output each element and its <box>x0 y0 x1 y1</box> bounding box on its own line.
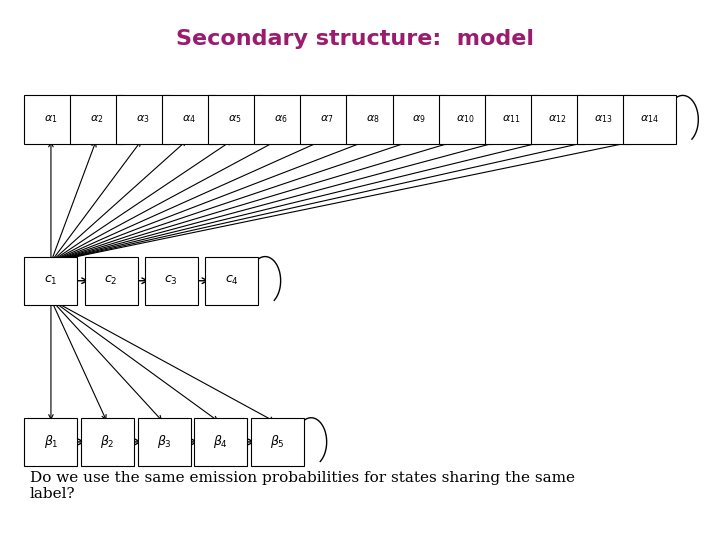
FancyBboxPatch shape <box>531 96 584 144</box>
Text: $α_{11}$: $α_{11}$ <box>502 114 521 125</box>
FancyBboxPatch shape <box>81 418 134 466</box>
FancyBboxPatch shape <box>117 96 169 144</box>
FancyBboxPatch shape <box>145 256 198 305</box>
FancyBboxPatch shape <box>24 96 78 144</box>
FancyBboxPatch shape <box>485 96 538 144</box>
FancyBboxPatch shape <box>577 96 630 144</box>
FancyBboxPatch shape <box>346 96 400 144</box>
FancyBboxPatch shape <box>623 96 675 144</box>
Text: $α_{4}$: $α_{4}$ <box>182 114 196 125</box>
FancyBboxPatch shape <box>71 96 124 144</box>
Text: $α_{3}$: $α_{3}$ <box>136 114 150 125</box>
Text: $β_{3}$: $β_{3}$ <box>157 434 171 450</box>
FancyBboxPatch shape <box>438 96 492 144</box>
Text: $α_{6}$: $α_{6}$ <box>274 114 288 125</box>
FancyBboxPatch shape <box>251 418 304 466</box>
FancyBboxPatch shape <box>254 96 307 144</box>
Text: $α_{9}$: $α_{9}$ <box>412 114 426 125</box>
Text: $α_{14}$: $α_{14}$ <box>639 114 659 125</box>
FancyBboxPatch shape <box>392 96 446 144</box>
Text: $α_{2}$: $α_{2}$ <box>90 114 104 125</box>
Text: $α_{5}$: $α_{5}$ <box>228 114 242 125</box>
FancyBboxPatch shape <box>300 96 354 144</box>
FancyBboxPatch shape <box>84 256 138 305</box>
FancyBboxPatch shape <box>138 418 191 466</box>
Text: $c_{1}$: $c_{1}$ <box>44 274 58 287</box>
FancyBboxPatch shape <box>24 256 78 305</box>
FancyBboxPatch shape <box>205 256 258 305</box>
FancyBboxPatch shape <box>163 96 215 144</box>
Text: $α_{10}$: $α_{10}$ <box>456 114 474 125</box>
Text: Do we use the same emission probabilities for states sharing the same
label?: Do we use the same emission probabilitie… <box>30 471 575 501</box>
FancyBboxPatch shape <box>209 96 261 144</box>
Text: Secondary structure:  model: Secondary structure: model <box>176 29 534 49</box>
Text: $β_{1}$: $β_{1}$ <box>44 434 58 450</box>
Text: $α_{7}$: $α_{7}$ <box>320 114 334 125</box>
Text: $α_{13}$: $α_{13}$ <box>594 114 613 125</box>
Text: $c_{3}$: $c_{3}$ <box>164 274 178 287</box>
FancyBboxPatch shape <box>194 418 248 466</box>
Text: $β_{4}$: $β_{4}$ <box>213 434 228 450</box>
FancyBboxPatch shape <box>24 418 78 466</box>
Text: $c_{4}$: $c_{4}$ <box>225 274 238 287</box>
Text: $α_{12}$: $α_{12}$ <box>548 114 567 125</box>
Text: $c_{2}$: $c_{2}$ <box>104 274 118 287</box>
Text: $β_{2}$: $β_{2}$ <box>100 434 115 450</box>
Text: $α_{8}$: $α_{8}$ <box>366 114 380 125</box>
Text: $β_{5}$: $β_{5}$ <box>270 434 285 450</box>
Text: $α_{1}$: $α_{1}$ <box>44 114 58 125</box>
